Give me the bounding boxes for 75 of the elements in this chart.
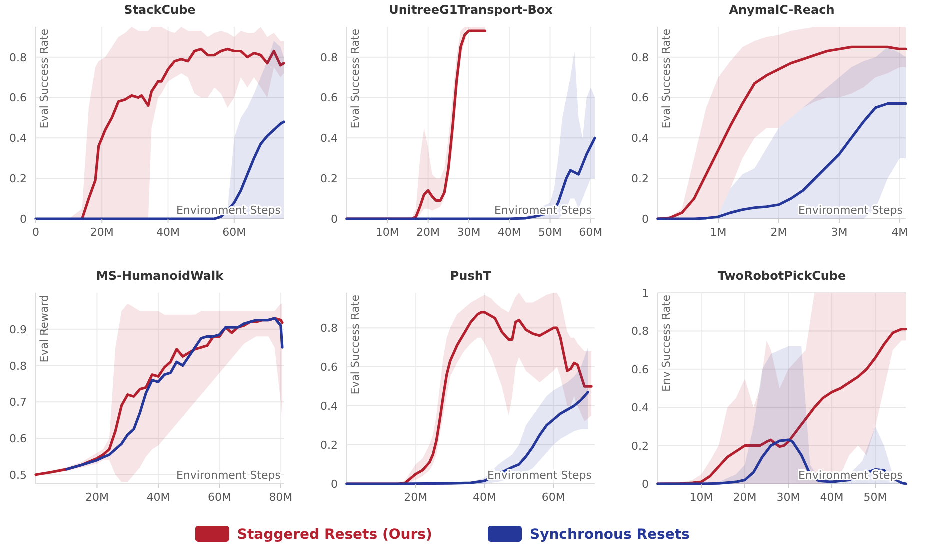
chart-title: MS-HumanoidWalk bbox=[96, 269, 225, 283]
y-tick-label: 0.8 bbox=[10, 51, 27, 64]
chart-title: TwoRobotPickCube bbox=[718, 269, 846, 283]
y-tick-label: 0.4 bbox=[10, 132, 27, 146]
x-tick-label: 60M bbox=[222, 226, 246, 239]
x-tick-label: 60M bbox=[542, 491, 566, 504]
y-tick-label: 0.6 bbox=[320, 92, 338, 105]
x-tick-label: 20M bbox=[416, 226, 440, 239]
x-tick-label: 20M bbox=[85, 491, 109, 504]
x-tick-label: 60M bbox=[208, 491, 232, 504]
y-tick-label: 0.4 bbox=[632, 132, 649, 146]
y-tick-label: 0.2 bbox=[632, 440, 649, 453]
x-axis-title: Environment Steps bbox=[176, 469, 282, 482]
y-tick-label: 0.8 bbox=[320, 322, 338, 336]
y-axis-title: Env Success Rate bbox=[660, 294, 673, 392]
y-tick-label: 0.4 bbox=[320, 132, 338, 146]
x-tick-label: 40M bbox=[498, 226, 522, 239]
y-tick-label: 0.4 bbox=[632, 402, 649, 415]
x-axis-title: Environment Steps bbox=[798, 204, 904, 217]
y-tick-label: 0.8 bbox=[10, 360, 27, 373]
legend-label: Synchronous Resets bbox=[530, 527, 690, 543]
x-tick-label: 40M bbox=[820, 491, 844, 504]
chart-title: AnymalC-Reach bbox=[729, 3, 835, 17]
y-tick-label: 0.5 bbox=[10, 468, 27, 482]
y-tick-label: 0.8 bbox=[632, 325, 649, 338]
line-series bbox=[80, 48, 286, 220]
y-tick-label: 1 bbox=[642, 287, 649, 300]
x-tick-label: 20M bbox=[90, 226, 114, 239]
x-tick-label: 80M bbox=[269, 491, 293, 504]
y-tick-label: 0.6 bbox=[10, 432, 27, 446]
x-tick-label: 20M bbox=[733, 491, 757, 504]
chart-title: PushT bbox=[450, 269, 492, 283]
x-tick-label: 30M bbox=[776, 491, 800, 504]
x-tick-label: 40M bbox=[473, 491, 497, 504]
x-tick-label: 2M bbox=[770, 226, 788, 239]
chart-title: StackCube bbox=[124, 3, 196, 17]
y-tick-label: 0.6 bbox=[632, 92, 649, 105]
y-axis-title: Eval Success Rate bbox=[349, 28, 362, 129]
x-tick-label: 0 bbox=[32, 226, 40, 239]
y-tick-label: 0 bbox=[20, 213, 27, 226]
x-tick-label: 30M bbox=[457, 226, 481, 239]
y-tick-label: 0 bbox=[642, 478, 649, 491]
y-tick-label: 0.6 bbox=[10, 92, 27, 105]
y-tick-label: 0.4 bbox=[320, 400, 338, 414]
y-tick-label: 0.8 bbox=[320, 51, 338, 64]
y-axis-title: Eval Success Rate bbox=[660, 28, 673, 129]
legend-label: Staggered Resets (Ours) bbox=[237, 527, 432, 543]
y-tick-label: 0.2 bbox=[320, 439, 338, 452]
x-tick-label: 10M bbox=[690, 491, 714, 504]
y-tick-label: 0.7 bbox=[10, 396, 27, 410]
x-tick-label: 60M bbox=[579, 226, 603, 239]
x-tick-label: 4M bbox=[892, 226, 908, 239]
y-tick-label: 0.9 bbox=[10, 323, 27, 336]
x-tick-label: 50M bbox=[864, 491, 888, 504]
line-series bbox=[65, 317, 284, 471]
x-tick-label: 40M bbox=[146, 491, 170, 504]
y-tick-label: 0.2 bbox=[10, 172, 27, 186]
y-tick-label: 0.6 bbox=[320, 361, 338, 374]
y-tick-label: 0 bbox=[642, 213, 649, 226]
x-tick-label: 3M bbox=[831, 226, 848, 239]
x-tick-label: 10M bbox=[376, 226, 400, 239]
chart-title: UnitreeG1Transport-Box bbox=[389, 3, 554, 17]
y-axis-title: Eval Success Rate bbox=[38, 28, 51, 129]
y-axis-title: Eval Reward bbox=[38, 295, 51, 363]
y-axis-title: Eval Success Rate bbox=[349, 294, 362, 395]
y-tick-label: 0.2 bbox=[320, 172, 338, 186]
y-tick-label: 0.8 bbox=[632, 51, 649, 64]
x-tick-label: 40M bbox=[156, 226, 180, 239]
y-tick-label: 0 bbox=[331, 213, 338, 226]
y-tick-label: 0 bbox=[331, 478, 338, 491]
x-tick-label: 20M bbox=[404, 491, 428, 504]
x-tick-label: 50M bbox=[538, 226, 562, 239]
x-tick-label: 1M bbox=[710, 226, 727, 239]
y-tick-label: 0.2 bbox=[632, 172, 649, 186]
y-tick-label: 0.6 bbox=[632, 363, 649, 376]
